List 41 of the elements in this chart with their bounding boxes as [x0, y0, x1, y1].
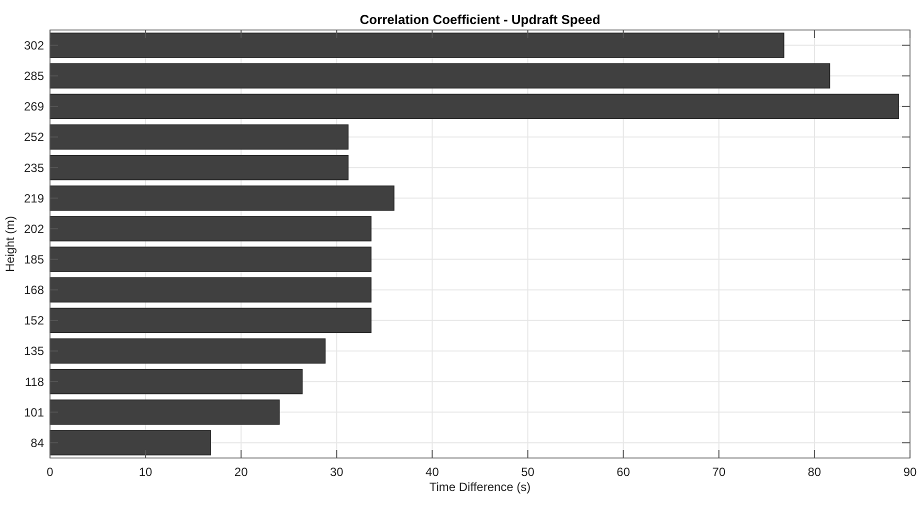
x-tick-label: 20: [234, 465, 248, 479]
x-tick-label: 40: [426, 465, 440, 479]
y-tick-label: 302: [24, 38, 44, 52]
bar: [50, 430, 211, 456]
y-tick-label: 135: [24, 344, 44, 358]
x-tick-label: 0: [46, 465, 54, 479]
y-tick-label: 252: [24, 130, 44, 144]
bar: [50, 246, 372, 272]
bar: [50, 338, 326, 364]
y-tick-label: 219: [24, 191, 44, 206]
y-tick-label: 235: [24, 160, 44, 175]
x-tick-label: 30: [330, 465, 344, 479]
y-tick-label: 118: [24, 374, 44, 389]
y-tick-label: 168: [24, 283, 44, 298]
y-tick-label: 202: [24, 222, 44, 236]
x-tick-label: 60: [616, 465, 630, 479]
bar: [50, 94, 899, 120]
x-tick-label: 90: [903, 465, 917, 479]
y-tick-label: 152: [24, 314, 44, 328]
bar: [50, 216, 372, 242]
chart-title: Correlation Coefficient - Updraft Speed: [360, 12, 600, 27]
bar: [50, 63, 830, 88]
bar: [50, 308, 372, 334]
y-tick-label: 84: [30, 436, 44, 450]
x-tick-label: 80: [808, 465, 822, 479]
x-tick-label: 10: [138, 465, 153, 479]
bar: [50, 368, 303, 394]
y-tick-label: 101: [24, 405, 44, 420]
y-tick-label: 285: [24, 69, 44, 84]
bar: [50, 124, 349, 150]
bar: [50, 154, 349, 180]
bar: [50, 400, 280, 425]
x-tick-label: 50: [521, 465, 535, 479]
y-tick-label: 269: [24, 100, 44, 114]
bar: [50, 277, 372, 302]
x-axis-title: Time Difference (s): [429, 480, 531, 494]
y-tick-label: 185: [24, 252, 44, 266]
x-tick-label: 70: [712, 465, 726, 479]
bar: [50, 32, 784, 58]
y-axis-title: Height (m): [3, 216, 17, 272]
bar: [50, 186, 394, 211]
